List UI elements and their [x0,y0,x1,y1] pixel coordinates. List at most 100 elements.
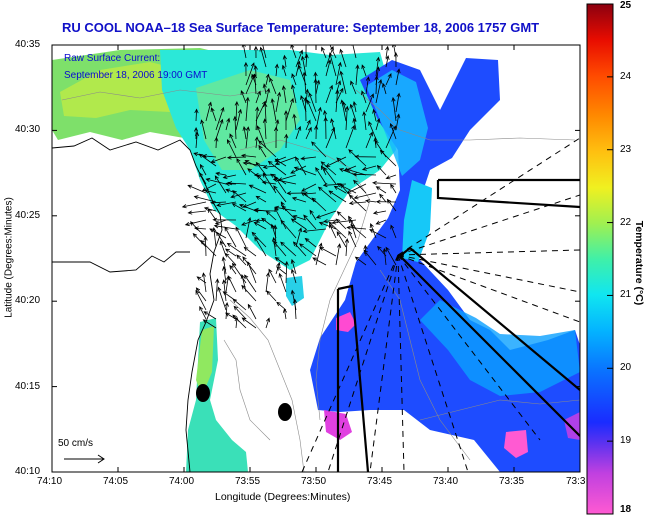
colorbar-tick-label: 22 [620,216,632,228]
y-tick-label: 40:20 [15,295,41,307]
current-vector [375,199,397,204]
current-vector [300,95,307,113]
current-vector [278,272,287,293]
current-vector [389,122,397,140]
current-vector [270,173,287,185]
current-vector [195,289,207,311]
current-vector [225,117,231,131]
current-vector [222,265,227,284]
current-vector [336,211,347,221]
current-vector [291,196,307,203]
current-vector [335,61,342,86]
current-vector [266,290,277,302]
current-vector [247,261,257,284]
current-vector [207,208,217,221]
current-vector [255,106,260,131]
current-vector [340,99,347,122]
current-vector [345,124,355,149]
x-tick-label: 74:05 [103,476,129,487]
current-vector [362,111,367,131]
current-vector [199,172,207,185]
current-vector [372,180,397,186]
current-vector [352,172,377,177]
current-vector [365,76,371,95]
current-vector [305,45,307,59]
axis-ticks [51,44,581,473]
current-vector [269,77,277,95]
current-vector [205,101,212,122]
current-vector [323,116,328,140]
current-vector [243,246,257,257]
current-vector [315,210,337,219]
current-vector [222,174,237,179]
current-vector [215,106,225,131]
current-vector [242,161,267,167]
current-vector [315,242,323,266]
current-vector [353,179,367,194]
colorbar-tick-label: 23 [620,143,632,155]
current-vector [262,164,277,170]
current-vector [192,233,207,248]
shipping-lanes [336,178,580,472]
current-vector [320,161,337,176]
current-vector [201,272,207,293]
current-vector [292,113,297,131]
current-vector [200,239,217,257]
current-vector [336,157,347,167]
sst-region-small-patch [286,276,304,306]
current-vector [325,126,335,149]
current-vector [194,108,199,122]
current-vector [217,286,227,311]
current-vector [232,115,238,140]
current-vector [187,210,207,215]
y-tick-label: 40:30 [15,124,41,136]
current-vector [365,199,377,204]
current-vectors [181,45,401,329]
current-vector [282,308,288,320]
current-vector [258,145,267,158]
current-vector [255,161,267,176]
current-vector [339,70,347,95]
current-vector [395,113,401,131]
current-vector [361,64,367,77]
current-vector [235,108,242,131]
current-vector [303,214,317,230]
current-vector [236,157,247,176]
current-vector [295,156,307,176]
current-vector [255,195,267,203]
current-vector [229,133,237,149]
current-vector [325,59,332,77]
current-vector [379,149,397,167]
current-vector [272,177,297,185]
current-vector [263,102,268,122]
current-vector [245,126,250,149]
current-vector [280,241,297,257]
x-tick-label: 73:50 [301,476,327,487]
current-vector [349,103,357,122]
current-vector [203,311,217,320]
current-vector [385,125,397,149]
sst-region-cyan-midstrip [402,180,432,262]
current-vector [375,186,387,194]
current-vector [304,237,317,248]
legend-current-time: September 18, 2006 19:00 GMT [64,70,208,81]
current-vector [262,172,277,194]
current-vector [300,192,317,203]
current-vector [321,46,327,59]
sst-patch-cold-1 [336,312,356,332]
current-vector [382,247,387,266]
current-vector [216,201,237,207]
y-tick-label: 40:15 [15,380,41,392]
current-vector [346,225,367,230]
current-vector [293,166,317,176]
current-vector [350,45,357,59]
current-vector [241,219,257,226]
current-vector [329,223,337,239]
current-vector [254,236,267,257]
current-vector [305,119,311,131]
current-vector [214,175,227,194]
current-vector [348,194,367,212]
current-vector [221,256,227,275]
current-vector [265,73,270,86]
current-vector [227,181,247,186]
